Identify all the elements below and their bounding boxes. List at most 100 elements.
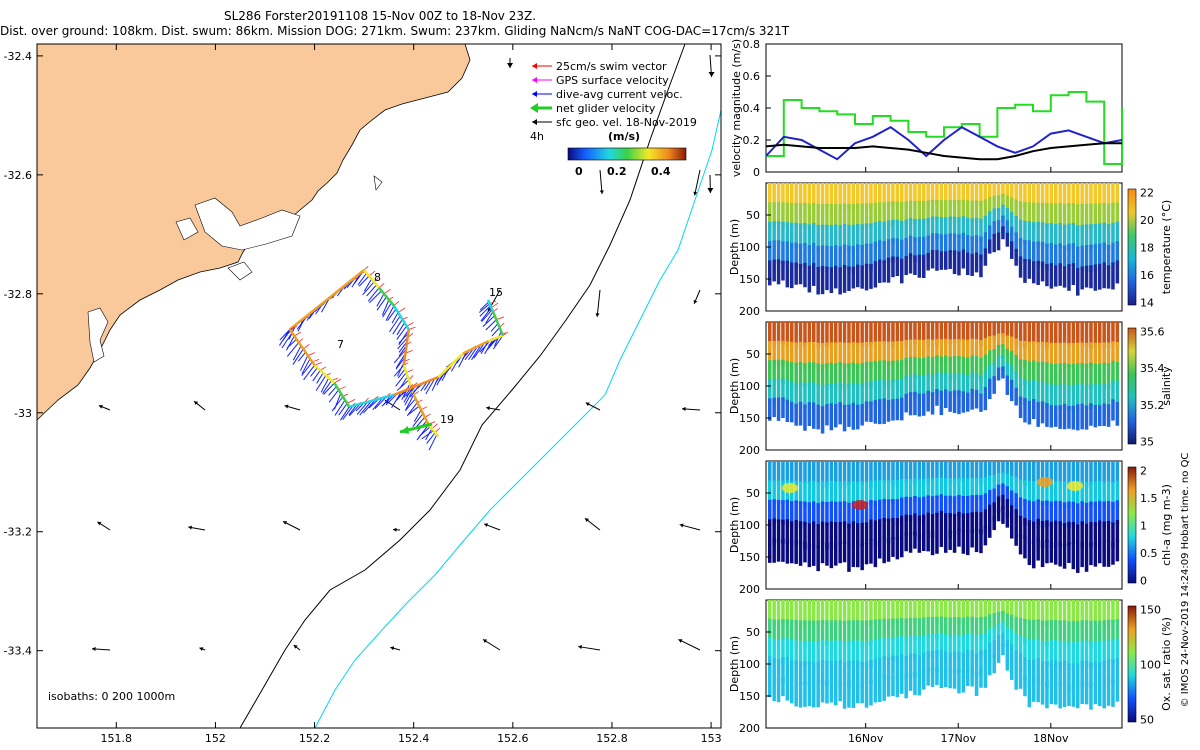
profile-cell bbox=[983, 183, 988, 206]
profile-cell bbox=[1071, 481, 1076, 509]
profile-cell bbox=[1080, 600, 1084, 627]
profile-cell bbox=[1032, 619, 1036, 643]
profile-cell bbox=[798, 183, 803, 205]
profile-cell bbox=[992, 626, 996, 643]
profile-cell bbox=[1045, 203, 1049, 228]
profile-cell bbox=[812, 382, 816, 403]
profile-cell bbox=[785, 600, 790, 626]
velocity-ytick-label: 0.6 bbox=[743, 70, 761, 83]
profile-cell bbox=[768, 618, 772, 642]
profile-cell bbox=[1067, 384, 1071, 412]
profile-cell bbox=[869, 500, 873, 520]
profile-cell bbox=[891, 499, 895, 519]
profile-cell bbox=[961, 617, 966, 639]
profile-cell bbox=[891, 480, 895, 504]
current-vector bbox=[403, 387, 413, 403]
profile-cell bbox=[1023, 480, 1027, 506]
profile-cell bbox=[1089, 382, 1093, 409]
profile-cell bbox=[781, 539, 785, 562]
section-ytick-label: 150 bbox=[739, 690, 760, 703]
profile-cell bbox=[1102, 383, 1106, 404]
profile-cell bbox=[856, 543, 860, 568]
colorbar-tick-2: 0.4 bbox=[651, 165, 671, 178]
current-vector bbox=[389, 315, 401, 333]
geo-arrowhead bbox=[585, 518, 589, 523]
profile-cell bbox=[772, 322, 776, 348]
profile-cell bbox=[776, 202, 781, 224]
profile-cell bbox=[864, 263, 869, 291]
profile-cell bbox=[992, 376, 996, 394]
profile-cell bbox=[1023, 378, 1027, 406]
profile-cell bbox=[1093, 501, 1098, 527]
profile-cell bbox=[1080, 640, 1084, 669]
profile-cell bbox=[1098, 342, 1102, 371]
profile-cell bbox=[1005, 220, 1010, 237]
profile-cell bbox=[834, 265, 838, 289]
legend-net-velocity: net glider velocity bbox=[530, 102, 656, 115]
profile-cell bbox=[785, 638, 790, 660]
profile-cell bbox=[939, 322, 944, 341]
profile-cell bbox=[970, 372, 974, 391]
profile-cell bbox=[886, 341, 891, 366]
profile-cell bbox=[860, 203, 864, 230]
profile-cell bbox=[922, 496, 926, 521]
profile-cell bbox=[1027, 539, 1032, 566]
profile-cell bbox=[1062, 481, 1067, 509]
section-ylabel: Depth (m) bbox=[728, 497, 741, 553]
profile-cell bbox=[794, 520, 798, 546]
profile-cell bbox=[1049, 640, 1054, 667]
chl-maximum-patch bbox=[852, 500, 868, 510]
profile-cell bbox=[917, 461, 922, 482]
profile-cell bbox=[1093, 542, 1098, 567]
profile-cell bbox=[926, 356, 930, 376]
profile-cell bbox=[988, 322, 992, 340]
profile-cell bbox=[948, 669, 952, 689]
profile-cell bbox=[812, 662, 816, 685]
profile-cell bbox=[812, 501, 816, 528]
profile-cell bbox=[869, 539, 873, 564]
profile-cell bbox=[860, 342, 864, 369]
track-segment bbox=[393, 375, 439, 397]
profile-cell bbox=[772, 221, 776, 242]
profile-cell bbox=[776, 378, 781, 398]
profile-cell bbox=[1111, 501, 1115, 525]
profile-cell bbox=[1098, 243, 1102, 265]
profile-cell bbox=[1102, 501, 1106, 527]
profile-cell bbox=[1001, 643, 1005, 656]
isobath-200m bbox=[239, 44, 686, 728]
profile-cell bbox=[992, 234, 996, 253]
profile-cell bbox=[904, 375, 908, 398]
profile-cell bbox=[1032, 398, 1036, 419]
profile-cell bbox=[882, 656, 886, 679]
profile-cell bbox=[1014, 338, 1018, 362]
colorbar-tick-label: 35 bbox=[1140, 436, 1154, 449]
profile-cell bbox=[1036, 221, 1040, 249]
profile-cell bbox=[1036, 183, 1040, 204]
profile-cell bbox=[1102, 600, 1106, 627]
profile-cell bbox=[807, 402, 812, 427]
profile-cell bbox=[983, 199, 988, 220]
profile-cell bbox=[812, 541, 816, 566]
current-vector bbox=[471, 344, 482, 361]
profile-cell bbox=[904, 637, 908, 662]
profile-cell bbox=[1027, 480, 1032, 504]
profile-cell bbox=[829, 204, 834, 231]
profile-cell bbox=[1098, 384, 1102, 411]
profile-cell bbox=[1089, 322, 1093, 349]
profile-cell bbox=[957, 528, 961, 547]
date-xtick-label: 17Nov bbox=[941, 732, 977, 745]
profile-cell bbox=[878, 322, 882, 344]
current-vector bbox=[281, 332, 293, 349]
profile-cell bbox=[856, 680, 860, 704]
profile-cell bbox=[895, 618, 900, 643]
profile-cell bbox=[842, 183, 847, 209]
profile-cell bbox=[952, 339, 957, 359]
map-ytick-label: -32.8 bbox=[4, 288, 32, 301]
profile-cell bbox=[816, 503, 820, 527]
profile-cell bbox=[996, 232, 1001, 251]
current-vector bbox=[338, 403, 348, 416]
profile-cell bbox=[930, 633, 935, 658]
profile-cell bbox=[922, 532, 926, 552]
profile-cell bbox=[917, 479, 922, 501]
profile-cell bbox=[781, 638, 785, 664]
